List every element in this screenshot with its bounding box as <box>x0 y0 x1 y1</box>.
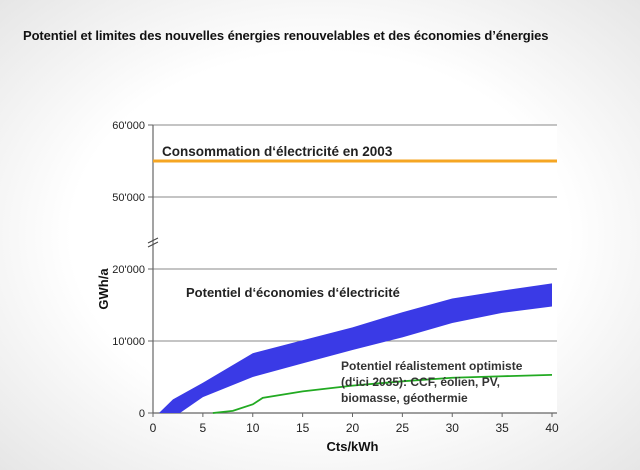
renewables-line <box>212 373 553 414</box>
y-tick-label: 10'000 <box>112 336 145 348</box>
x-tick-label: 25 <box>396 421 410 435</box>
renewables-label-line: Potentiel réalistement optimiste <box>341 359 523 373</box>
y-axis-label: GWh/a <box>96 268 111 310</box>
slide-title: Potentiel et limites des nouvelles énerg… <box>23 28 549 43</box>
x-tick-label: 30 <box>446 421 460 435</box>
x-tick-label: 0 <box>150 421 157 435</box>
y-tick-label: 20'000 <box>112 264 145 276</box>
x-tick-label: 15 <box>296 421 310 435</box>
savings-label: Potentiel d‘économies d‘électricité <box>186 285 400 300</box>
renewables-label-line: biomasse, géothermie <box>341 391 468 405</box>
y-tick-label: 60'000 <box>112 120 145 132</box>
y-tick-label: 50'000 <box>112 192 145 204</box>
savings-band <box>158 283 553 413</box>
y-tick-label: 0 <box>139 408 145 420</box>
x-tick-label: 40 <box>545 421 559 435</box>
x-tick-label: 5 <box>200 421 207 435</box>
axis-break-mark <box>147 237 159 248</box>
x-axis-label: Cts/kWh <box>327 439 379 454</box>
x-tick-label: 20 <box>346 421 360 435</box>
renewables-label-line: (d‘ici 2035): CCF, éolien, PV, <box>341 375 500 389</box>
x-tick-label: 35 <box>495 421 509 435</box>
consumption-label: Consommation d‘électricité en 2003 <box>162 144 393 159</box>
x-tick-label: 10 <box>246 421 260 435</box>
